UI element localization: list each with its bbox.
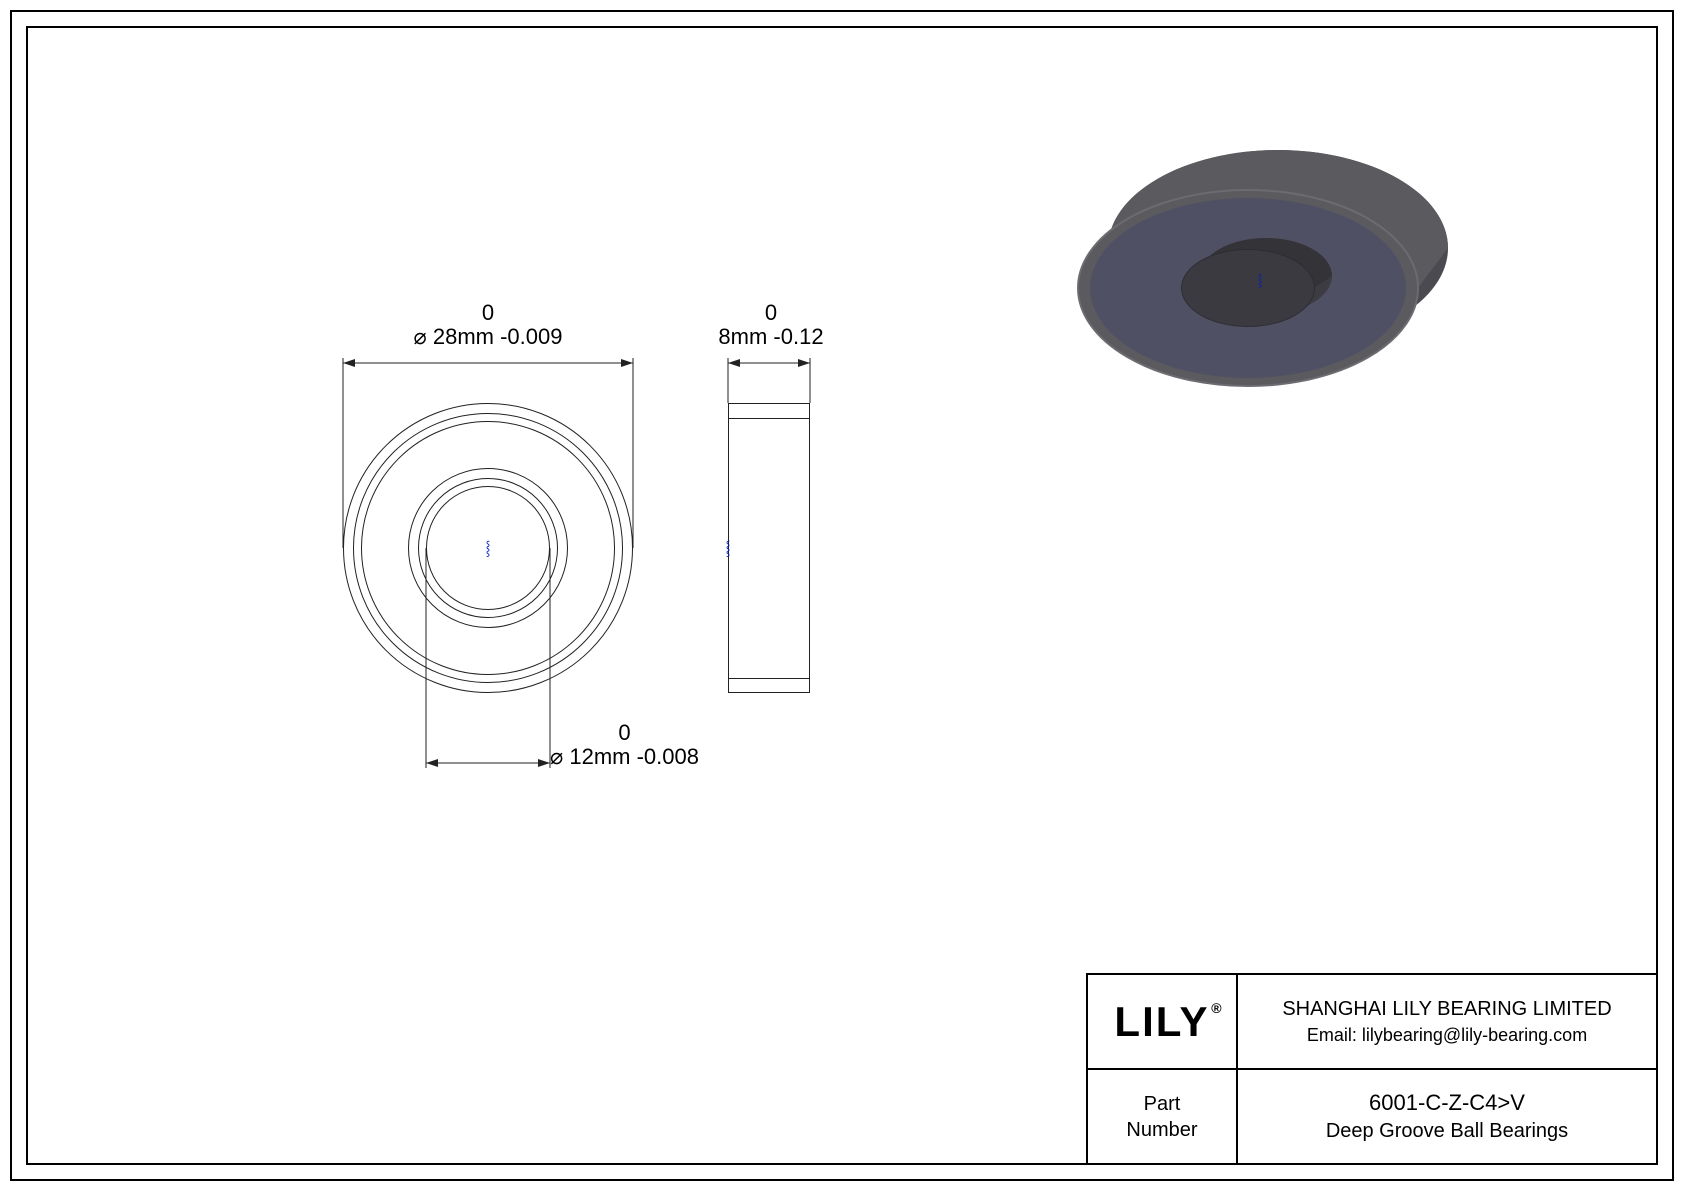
- side-outline: [728, 403, 810, 693]
- dim-outer-lower: ⌀ 28mm -0.009: [414, 324, 563, 350]
- logo-registered: ®: [1211, 1000, 1223, 1016]
- dim-outer-text: 0 ⌀ 28mm -0.009: [414, 300, 563, 350]
- title-row-company: LILY ® SHANGHAI LILY BEARING LIMITED Ema…: [1088, 975, 1656, 1070]
- title-block: LILY ® SHANGHAI LILY BEARING LIMITED Ema…: [1086, 973, 1656, 1163]
- part-label-line1: Part: [1144, 1091, 1181, 1117]
- side-line-top: [728, 418, 810, 419]
- side-center-mark: ⸾: [725, 539, 730, 558]
- company-cell: SHANGHAI LILY BEARING LIMITED Email: lil…: [1238, 975, 1656, 1068]
- iso-svg: ⸾: [1008, 88, 1488, 488]
- company-email: Email: lilybearing@lily-bearing.com: [1307, 1025, 1587, 1046]
- dim-width-upper: 0: [716, 300, 826, 326]
- dim-outer-upper: 0: [414, 300, 563, 326]
- front-center-mark: ⸾: [485, 539, 490, 558]
- part-description: Deep Groove Ball Bearings: [1326, 1120, 1568, 1143]
- part-number: 6001-C-Z-C4>V: [1369, 1090, 1525, 1116]
- logo-label: LILY: [1114, 998, 1209, 1045]
- logo-text: LILY ®: [1114, 998, 1209, 1046]
- dim-inner-upper: 0: [550, 720, 699, 746]
- dim-width-text: 0 8mm -0.12: [716, 300, 826, 350]
- title-row-part: Part Number 6001-C-Z-C4>V Deep Groove Ba…: [1088, 1070, 1656, 1163]
- drawing-area: 0 ⌀ 28mm -0.009 ⸾ 0 ⌀ 12mm -0.008 0 8mm …: [28, 28, 1656, 1163]
- iso-view: ⸾: [1008, 88, 1488, 488]
- side-view: 0 8mm -0.12 ⸾: [688, 288, 888, 828]
- part-info-cell: 6001-C-Z-C4>V Deep Groove Ball Bearings: [1238, 1070, 1656, 1163]
- front-view: 0 ⌀ 28mm -0.009 ⸾ 0 ⌀ 12mm -0.008: [288, 288, 688, 828]
- iso-center-mark: ⸾: [1258, 273, 1262, 288]
- part-label-line2: Number: [1126, 1117, 1197, 1143]
- dim-inner-lower: ⌀ 12mm -0.008: [550, 744, 699, 770]
- side-line-bottom: [728, 678, 810, 679]
- dim-inner-text: 0 ⌀ 12mm -0.008: [550, 720, 699, 770]
- company-name: SHANGHAI LILY BEARING LIMITED: [1282, 998, 1611, 1021]
- part-label-cell: Part Number: [1088, 1070, 1238, 1163]
- dim-width-lower: 8mm -0.12: [716, 324, 826, 350]
- logo-cell: LILY ®: [1088, 975, 1238, 1068]
